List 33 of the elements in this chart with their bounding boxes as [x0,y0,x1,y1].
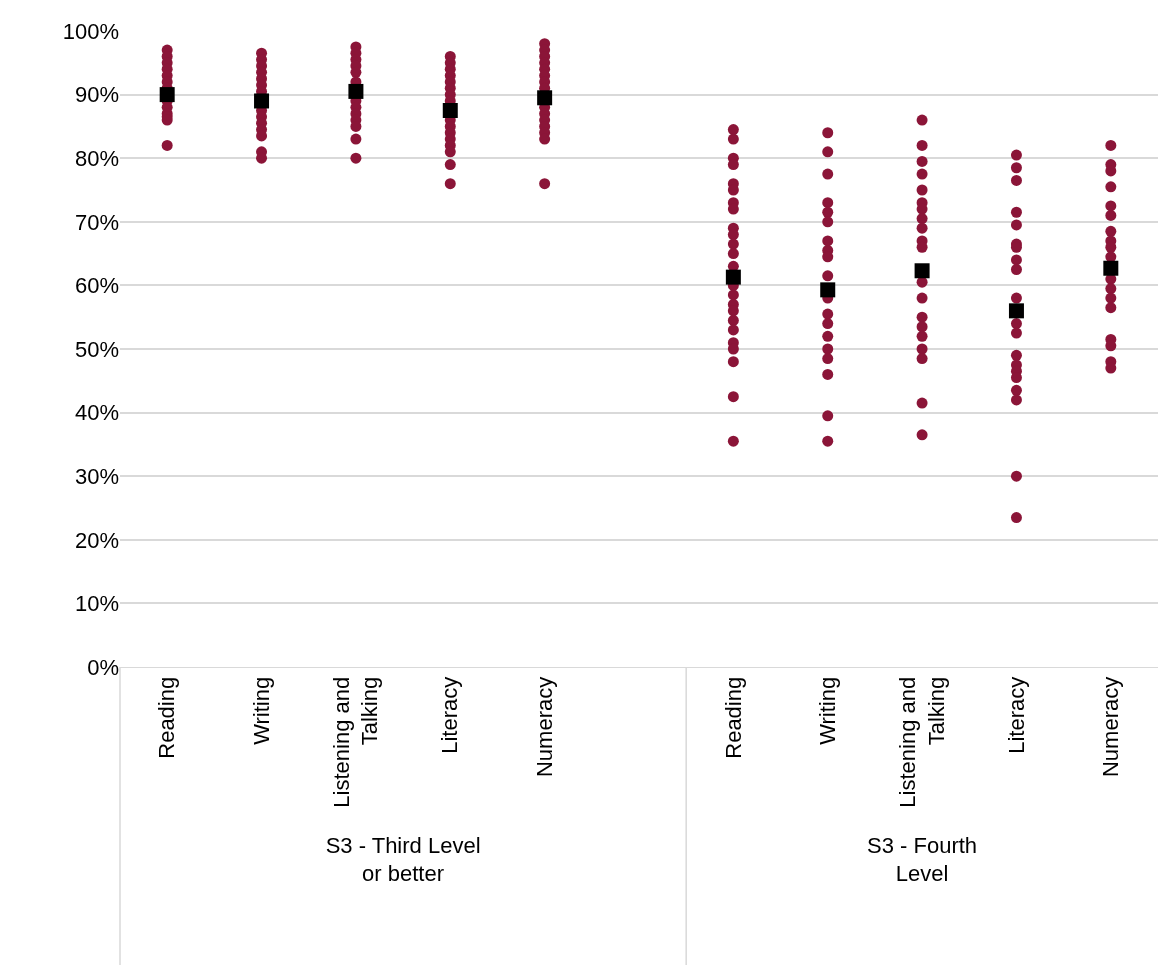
y-tick-label: 20% [74,527,119,553]
point [820,282,836,298]
x-tick-label: Writing [248,676,274,745]
x-tick-label: Numeracy [1097,676,1123,778]
x-tick-label: Writing [814,676,840,745]
x-tick-label: Literacy [437,676,463,754]
y-tick-label: 100% [62,18,119,44]
x-tick-label: Listening and Talking [328,676,383,808]
x-tick-label: Reading [720,676,746,759]
point [725,269,741,285]
y-tick-label: 30% [74,463,119,489]
point [537,90,553,106]
y-tick-label: 90% [74,82,119,108]
x-axis-title: S3 - Third Level or better [325,832,481,887]
x-axis-title: S3 - Fourth Level [867,832,978,887]
y-tick-label: 10% [74,591,119,617]
point [1103,260,1119,276]
y-tick-label: 60% [74,273,119,299]
y-tick-label: 40% [74,400,119,426]
x-tick-label: Literacy [1003,676,1029,754]
point [254,93,270,109]
point [442,103,458,118]
point [159,87,175,103]
y-tick-label: 50% [74,336,119,362]
x-tick-label: Reading [154,676,180,759]
x-tick-label: Numeracy [531,676,557,778]
point [348,83,364,99]
x-tick-label: Listening and Talking [894,676,949,808]
point [1008,303,1024,319]
point [914,263,930,279]
y-tick-label: 70% [74,209,119,235]
y-tick-label: 0% [87,654,119,680]
y-tick-label: 80% [74,145,119,171]
